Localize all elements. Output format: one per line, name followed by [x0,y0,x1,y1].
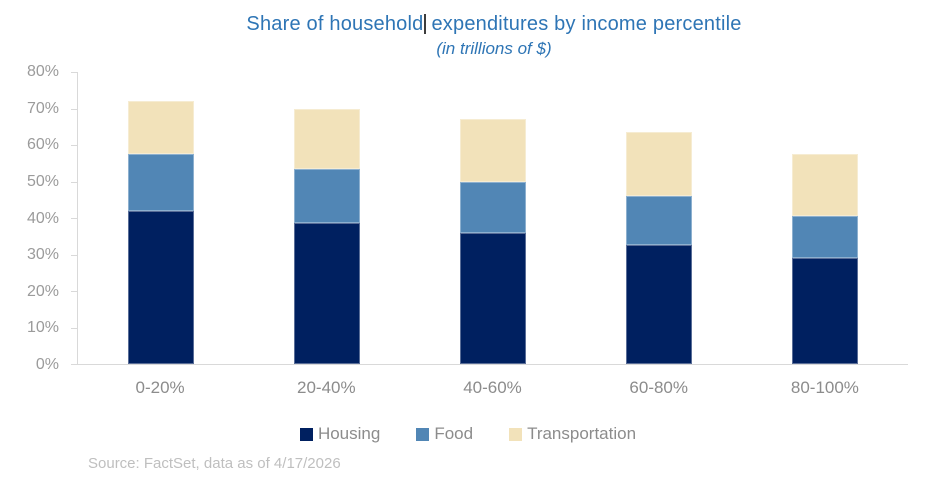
bar-80-100%[interactable] [792,72,858,364]
y-axis-label: 60% [26,136,59,154]
legend-swatch-transportation [509,427,523,441]
bar-segment-food[interactable] [128,154,194,211]
text-cursor [424,14,427,34]
y-axis-label: 50% [26,172,59,190]
bar-segment-transportation[interactable] [792,154,858,217]
bar-segment-housing[interactable] [460,232,526,364]
bar-60-80%[interactable] [626,72,692,364]
y-axis-tick [71,327,77,329]
legend-swatch-food [416,427,430,441]
chart-title-text-after-cursor: expenditures by income percentile [431,13,742,35]
x-axis-label: 40-60% [463,378,522,397]
y-axis-labels: 0% 10% 20% 30% 40% 50% 60% 70% 80% [0,63,70,373]
chart-title-text-before-cursor: Share of household [246,13,424,35]
bar-40-60%[interactable] [460,72,526,364]
y-axis-tick [71,364,77,365]
bar-segment-housing[interactable] [128,210,194,364]
bar-segment-food[interactable] [792,216,858,259]
x-axis-labels: 0-20% 20-40% 40-60% 60-80% 80-100% [77,378,908,398]
chart-title[interactable]: Share of household expenditures by income… [52,13,936,36]
source-note: Source: FactSet, data as of 4/17/2026 [88,455,341,472]
y-axis-label: 80% [26,63,59,80]
bar-segment-transportation[interactable] [128,101,194,155]
legend-label: Housing [317,424,381,443]
y-axis-tick [71,72,77,73]
bar-20-40%[interactable] [294,72,360,364]
bar-segment-housing[interactable] [792,258,858,364]
bar-segment-transportation[interactable] [460,119,526,182]
legend-swatch-housing [299,427,313,441]
y-axis-tick [71,218,77,219]
bar-segment-food[interactable] [460,181,526,233]
legend-item-transportation[interactable]: Transportation [509,424,636,444]
legend-item-food[interactable]: Food [416,424,473,444]
bar-segment-housing[interactable] [626,245,692,364]
x-axis-label: 80-100% [790,378,859,397]
chart-subtitle: (in trillions of $) [436,39,552,58]
bar-segment-food[interactable] [626,196,692,246]
x-axis-label: 20-40% [297,378,356,397]
y-axis-tick [71,145,77,146]
y-axis-label: 40% [26,209,59,227]
plot-area [71,72,908,365]
bar-segment-housing[interactable] [294,223,360,364]
bar-segment-transportation[interactable] [294,108,360,169]
legend-item-housing[interactable]: Housing [299,424,381,444]
bar-segment-food[interactable] [294,168,360,224]
x-axis-label: 0-20% [135,378,185,397]
y-axis-label: 0% [35,356,59,373]
legend: Housing Food Transportation [0,424,936,444]
legend-label: Transportation [527,424,637,443]
y-axis-label: 10% [26,319,59,337]
y-axis-tick [71,181,77,183]
bar-0-20%[interactable] [128,72,194,364]
legend-label: Food [434,424,474,443]
y-axis-tick [71,108,77,110]
y-axis-tick [71,291,77,292]
y-axis-label: 20% [26,282,59,300]
bar-segment-transportation[interactable] [626,132,692,197]
x-axis-label: 60-80% [629,378,689,397]
y-axis-tick [71,254,77,256]
y-axis-label: 70% [26,99,59,117]
y-axis-label: 30% [26,246,59,264]
